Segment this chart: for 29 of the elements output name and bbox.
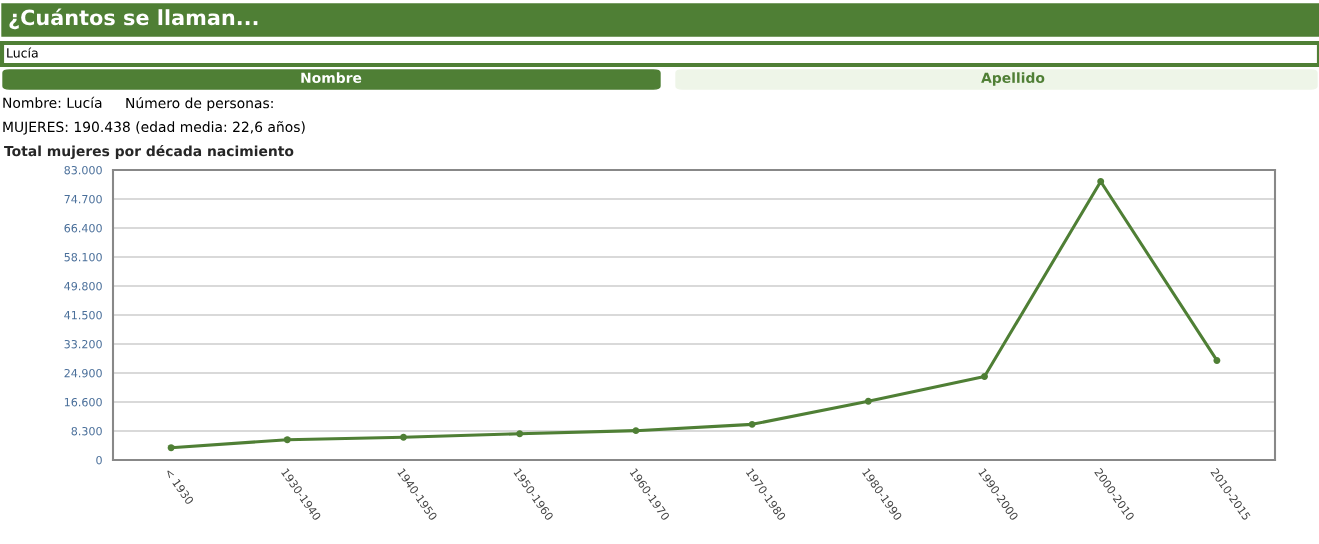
point bbox=[1213, 356, 1221, 364]
text: Lucía bbox=[7, 47, 38, 58]
y-tick-label: 83.000 bbox=[64, 165, 102, 175]
point bbox=[283, 436, 291, 444]
point bbox=[981, 373, 988, 380]
text: Nombre bbox=[301, 72, 362, 84]
text: Apellido bbox=[981, 72, 1045, 86]
point bbox=[632, 427, 640, 435]
y-tick-label: 74.700 bbox=[64, 194, 102, 204]
y-tick-label: 8.300 bbox=[71, 426, 102, 436]
point bbox=[400, 433, 407, 441]
text: MUJERES: 190.438 (edad media: 22,6 años) bbox=[3, 121, 305, 135]
y-tick-label: 58.100 bbox=[64, 252, 102, 262]
y-tick-label: 16.600 bbox=[64, 397, 102, 407]
text: Número de personas: bbox=[126, 97, 273, 111]
point bbox=[748, 420, 756, 428]
text: Nombre: Lucía bbox=[3, 96, 102, 109]
point bbox=[1097, 178, 1105, 185]
y-tick-label: 41.500 bbox=[64, 310, 102, 320]
y-tick-label: 0 bbox=[96, 455, 102, 465]
text: ¿Cuántos se llaman... bbox=[9, 8, 258, 30]
y-tick-label: 24.900 bbox=[64, 368, 102, 378]
y-tick-label: 33.200 bbox=[64, 339, 102, 349]
chart-title: Total mujeres por década nacimiento bbox=[4, 144, 294, 160]
y-tick-label: 49.800 bbox=[64, 281, 102, 291]
point bbox=[864, 397, 872, 405]
point bbox=[516, 430, 524, 438]
y-tick-label: 66.400 bbox=[64, 223, 102, 233]
point bbox=[167, 444, 175, 452]
